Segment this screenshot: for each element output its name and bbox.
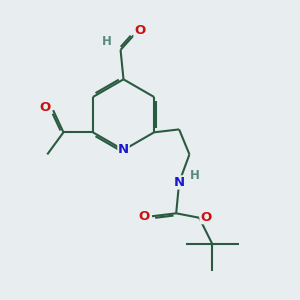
Text: O: O [200,211,211,224]
Text: N: N [118,143,129,157]
Text: H: H [102,34,112,48]
Text: N: N [174,176,185,189]
Text: O: O [134,24,145,37]
Text: O: O [39,101,50,114]
Text: H: H [190,169,200,182]
Text: O: O [138,210,149,223]
